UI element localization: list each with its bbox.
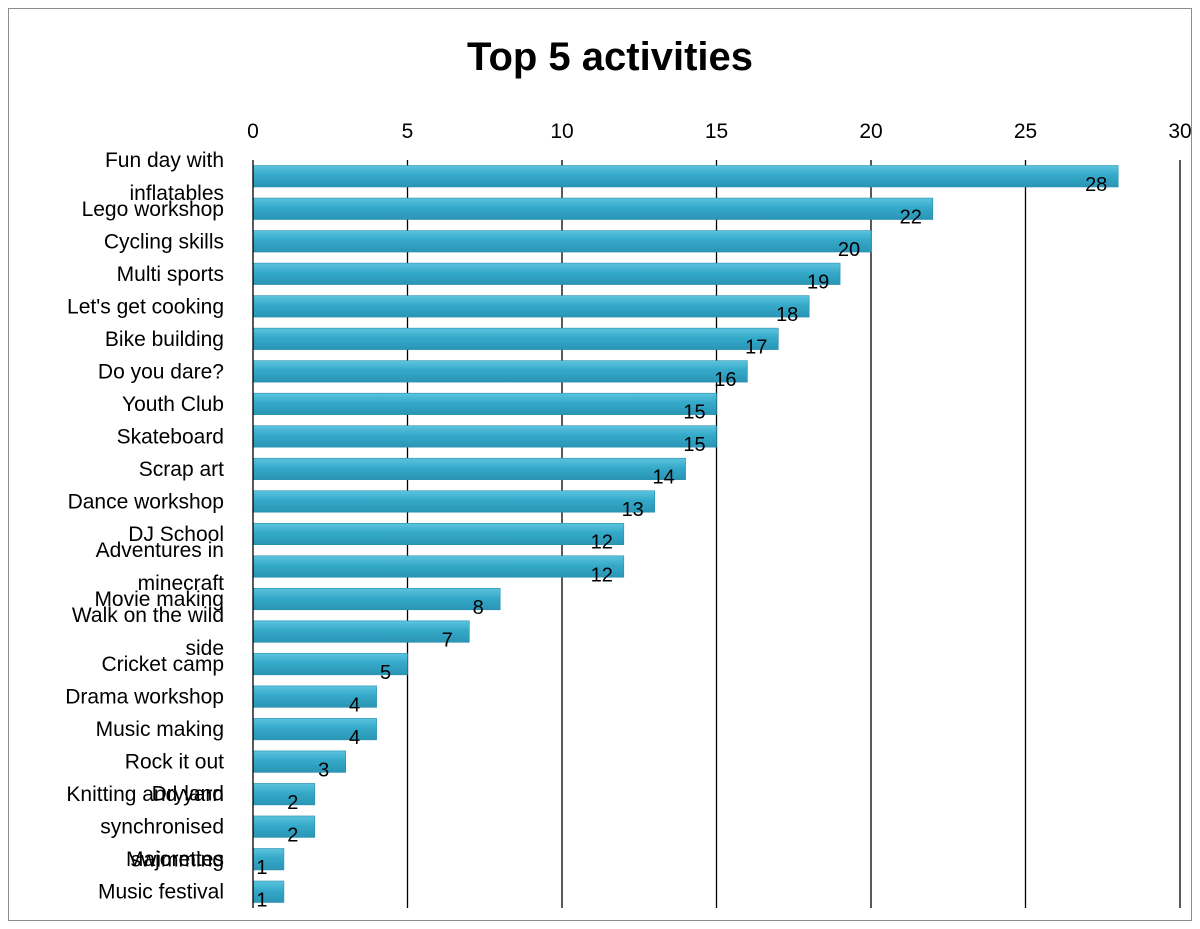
category-label: Cricket camp (101, 653, 224, 676)
data-label: 1 (256, 889, 267, 911)
data-label: 4 (349, 727, 360, 749)
data-label: 15 (683, 402, 705, 424)
category-label: Dance workshop (68, 490, 224, 513)
category-label: Dryland synchronised swimming (100, 783, 224, 872)
bar (252, 165, 1119, 188)
category-label: Scrap art (139, 458, 224, 481)
data-label: 1 (256, 857, 267, 879)
category-label: Fun day with inflatables (105, 149, 224, 205)
category-label: Drama workshop (65, 686, 224, 709)
bar (252, 750, 346, 773)
category-label: Skateboard (117, 425, 224, 448)
x-tick-label: 25 (1014, 120, 1037, 143)
bar (252, 815, 316, 838)
category-label: Rock it out (125, 751, 224, 774)
category-label: Cycling skills (104, 230, 224, 253)
data-label: 15 (683, 434, 705, 456)
data-label: 22 (900, 207, 922, 229)
data-label: 2 (287, 824, 298, 846)
data-label: 13 (622, 499, 644, 521)
category-label: Do you dare? (98, 360, 224, 383)
x-tick-label: 15 (705, 120, 728, 143)
x-tick-label: 30 (1168, 120, 1191, 143)
data-label: 8 (473, 597, 484, 619)
data-label: 2 (287, 792, 298, 814)
bar (252, 197, 934, 220)
data-label: 16 (714, 369, 736, 391)
category-label: Let's get cooking (67, 295, 224, 318)
category-label: Walk on the wild side (72, 604, 224, 660)
bar (252, 555, 625, 578)
category-label: Bike building (105, 328, 224, 351)
category-label: Youth Club (122, 393, 224, 416)
bars (252, 165, 1119, 903)
category-label: Multi sports (117, 263, 224, 286)
data-label: 4 (349, 694, 360, 716)
bar (252, 327, 779, 350)
category-label: Knitting and yarn (66, 783, 224, 806)
x-tick-label: 5 (402, 120, 414, 143)
category-label: Majorettes (126, 848, 224, 871)
bar (252, 457, 686, 480)
data-label: 12 (591, 532, 613, 554)
category-label: Music making (96, 718, 224, 741)
data-label: 20 (838, 239, 860, 261)
data-label: 18 (776, 304, 798, 326)
bar (252, 230, 872, 253)
category-label: Music festival (98, 881, 224, 904)
category-label: Adventures in minecraft (96, 539, 225, 595)
bar (252, 295, 810, 318)
x-tick-label: 10 (550, 120, 573, 143)
category-label: DJ School (128, 523, 224, 546)
data-label: 7 (442, 629, 453, 651)
data-label: 5 (380, 662, 391, 684)
bar (252, 588, 501, 611)
x-tick-labels: 0 5 10 15 20 25 30 (247, 120, 1192, 143)
data-label: 28 (1085, 174, 1107, 196)
category-label: Lego workshop (82, 198, 224, 221)
bar (252, 522, 625, 546)
bar (252, 490, 656, 513)
bar (252, 360, 748, 383)
bar (252, 425, 717, 448)
data-label: 3 (318, 759, 329, 781)
data-label: 12 (591, 564, 613, 586)
bar (252, 783, 316, 806)
data-label: 14 (652, 467, 674, 489)
data-label: 19 (807, 272, 829, 294)
data-label: 17 (745, 337, 767, 359)
chart-title: Top 5 activities (467, 35, 753, 79)
x-tick-label: 20 (859, 120, 882, 143)
bar (252, 620, 470, 643)
category-label: Movie making (94, 588, 224, 611)
bar (252, 262, 841, 285)
bar (252, 392, 717, 415)
x-tick-label: 0 (247, 120, 259, 143)
